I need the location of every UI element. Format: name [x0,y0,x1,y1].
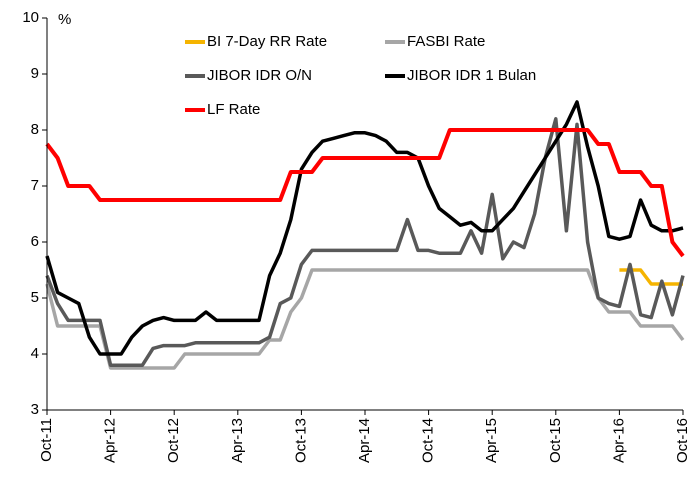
legend-label: FASBI Rate [407,33,485,50]
x-tick-label: Oct-16 [674,418,689,463]
series-line [45,100,684,356]
y-tick-label: 4 [31,345,39,362]
legend-label: JIBOR IDR 1 Bulan [407,67,536,84]
x-tick-label: Oct-12 [165,418,182,463]
x-tick-label: Apr-14 [356,418,373,463]
legend-label: JIBOR IDR O/N [207,67,312,84]
series-line [45,128,685,258]
x-tick-label: Apr-13 [229,418,246,463]
x-tick-label: Apr-12 [102,418,119,463]
y-tick-label: 3 [31,401,39,418]
y-tick-label: 5 [31,289,39,306]
x-tick-label: Apr-15 [483,418,500,463]
legend-label: BI 7-Day RR Rate [207,33,327,50]
y-axis-label: % [58,11,71,28]
y-tick-label: 6 [31,233,39,250]
y-tick-label: 9 [31,65,39,82]
x-tick-label: Oct-15 [547,418,564,463]
x-tick-label: Oct-14 [420,418,437,463]
x-tick-label: Oct-13 [292,418,309,463]
y-tick-label: 8 [31,121,39,138]
series-line [45,117,685,367]
y-tick-label: 7 [31,177,39,194]
series-line [45,268,685,370]
legend-label: LF Rate [207,101,260,118]
x-tick-label: Oct-11 [38,418,55,462]
x-tick-label: Apr-16 [610,418,627,463]
y-tick-label: 10 [22,9,39,26]
